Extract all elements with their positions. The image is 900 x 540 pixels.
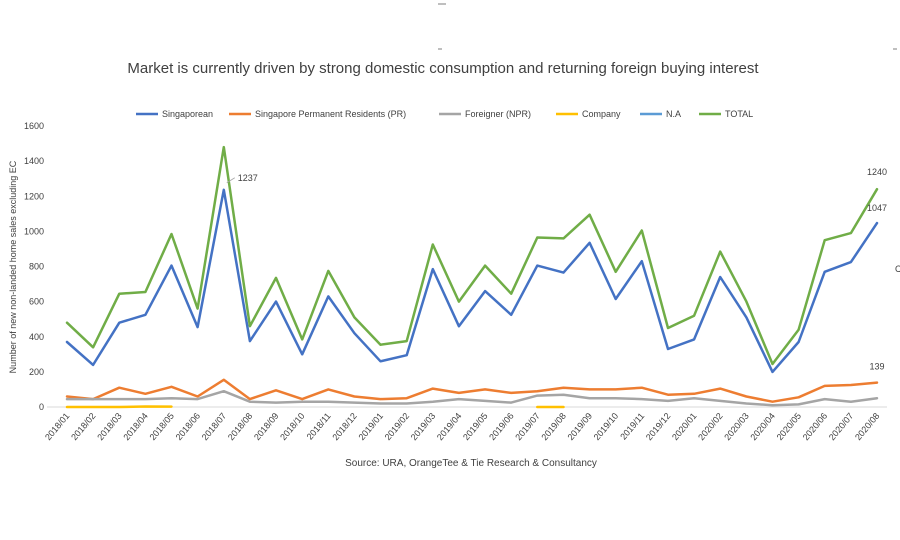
x-tick-label: 2018/09 [252,411,281,442]
data-label: 1240 [867,167,887,177]
legend-label: Company [582,109,621,119]
x-tick-label: 2018/11 [305,411,333,442]
y-tick-label: 1600 [24,121,44,131]
series-line-foreigner-npr- [65,389,879,407]
x-axis-ticks: 2018/012018/022018/032018/042018/052018/… [43,411,882,442]
source-note: Source: URA, OrangeTee & Tie Research & … [345,458,597,469]
legend-label: N.A [666,109,681,119]
y-tick-label: 800 [29,262,44,272]
x-tick-label: 2018/05 [147,411,176,442]
series-line-total [65,145,879,366]
y-tick-label: 0 [39,402,44,412]
data-labels: 1237 1240 1047 139 [226,167,887,372]
legend: Singaporean Singapore Permanent Residents… [136,109,753,119]
x-tick-label: 2018/10 [278,411,307,442]
x-tick-label: 2018/03 [95,411,124,442]
y-tick-label: 1400 [24,156,44,166]
x-tick-label: 2018/08 [226,411,255,442]
x-tick-label: 2020/06 [801,411,830,442]
y-axis-label: Number of new non-landed home sales excl… [8,160,18,373]
series-lines [65,145,879,409]
data-label: 139 [869,362,884,372]
legend-label: Singaporean [162,109,213,119]
x-tick-label: 2019/06 [487,411,516,442]
y-tick-label: 200 [29,367,44,377]
x-tick-label: 2018/12 [330,411,359,442]
x-tick-label: 2019/07 [513,411,542,442]
clipped-edge-label: C [895,264,900,274]
x-tick-label: 2018/02 [69,411,98,442]
x-tick-label: 2018/04 [121,411,150,442]
x-tick-label: 2019/09 [566,411,595,442]
x-tick-label: 2019/12 [644,411,673,442]
label-leader [226,177,235,184]
top-artifact-2 [438,48,442,50]
x-tick-label: 2019/05 [461,411,490,442]
legend-label: Foreigner (NPR) [465,109,531,119]
x-tick-label: 2018/06 [174,411,203,442]
x-tick-label: 2019/02 [383,411,412,442]
x-tick-label: 2019/04 [435,411,464,442]
legend-label: Singapore Permanent Residents (PR) [255,109,406,119]
legend-label: TOTAL [725,109,753,119]
x-tick-label: 2020/04 [748,411,777,442]
x-tick-label: 2019/01 [356,411,385,442]
y-tick-label: 600 [29,297,44,307]
x-tick-label: 2020/01 [670,411,699,442]
top-artifact-3 [893,48,897,50]
series-line-company [65,405,173,409]
x-tick-label: 2020/03 [722,411,751,442]
data-label: 1047 [867,203,887,213]
x-tick-label: 2019/11 [618,411,646,442]
top-artifact [438,3,446,5]
y-tick-label: 1000 [24,226,44,236]
x-tick-label: 2020/08 [853,411,882,442]
x-tick-label: 2019/10 [592,411,621,442]
gridlines [47,406,887,408]
y-axis-ticks: 0 200 400 600 800 1000 1200 1400 1600 [24,121,44,412]
series-line-singapore-permanent-residents-pr- [65,378,879,403]
x-tick-label: 2018/07 [200,411,229,442]
x-tick-label: 2020/02 [696,411,725,442]
x-tick-label: 2019/03 [409,411,438,442]
x-tick-label: 2018/01 [43,411,72,442]
y-tick-label: 400 [29,332,44,342]
y-tick-label: 1200 [24,191,44,201]
data-label: 1237 [238,173,258,183]
x-tick-label: 2019/08 [539,411,568,442]
x-tick-label: 2020/07 [827,411,856,442]
chart-title: Market is currently driven by strong dom… [127,60,759,77]
x-tick-label: 2020/05 [775,411,804,442]
series-line-singaporean [65,188,879,374]
